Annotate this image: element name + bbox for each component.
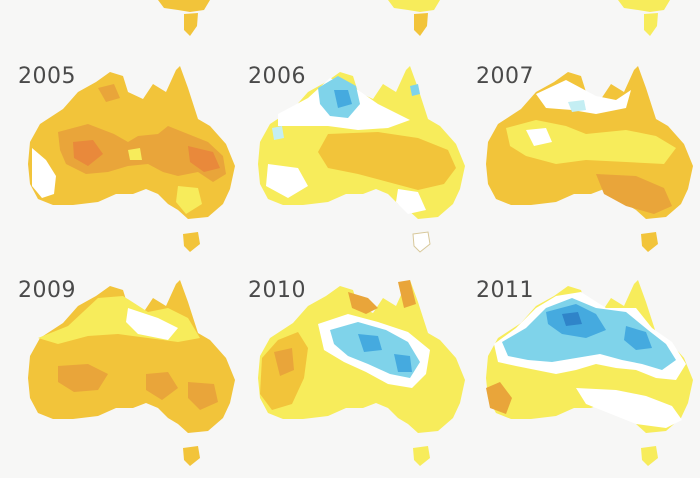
map-panel-2005: 2005 bbox=[18, 64, 248, 264]
map-panel-2007: 2007 bbox=[476, 64, 700, 264]
year-label: 2006 bbox=[248, 64, 306, 89]
map-panel-2010: 2010 bbox=[248, 278, 478, 478]
australia-temperature-map bbox=[486, 66, 693, 252]
year-label: 2009 bbox=[18, 278, 76, 303]
australia-temperature-map bbox=[28, 280, 235, 466]
year-label: 2005 bbox=[18, 64, 76, 89]
map-panel-2011: 2011 bbox=[476, 278, 700, 478]
australia-temperature-map bbox=[486, 280, 693, 466]
year-label: 2007 bbox=[476, 64, 534, 89]
year-label: 2011 bbox=[476, 278, 534, 303]
map-panel-2006: 2006 bbox=[248, 64, 478, 264]
cropped-map-tasmania-middle bbox=[388, 0, 440, 36]
australia-temperature-map bbox=[258, 66, 465, 253]
map-panel-2009: 2009 bbox=[18, 278, 248, 478]
australia-temperature-map bbox=[28, 66, 235, 252]
year-label: 2010 bbox=[248, 278, 306, 303]
australia-temperature-map bbox=[258, 280, 465, 466]
cropped-map-tasmania-left bbox=[158, 0, 210, 36]
cropped-map-tasmania-right bbox=[618, 0, 670, 36]
